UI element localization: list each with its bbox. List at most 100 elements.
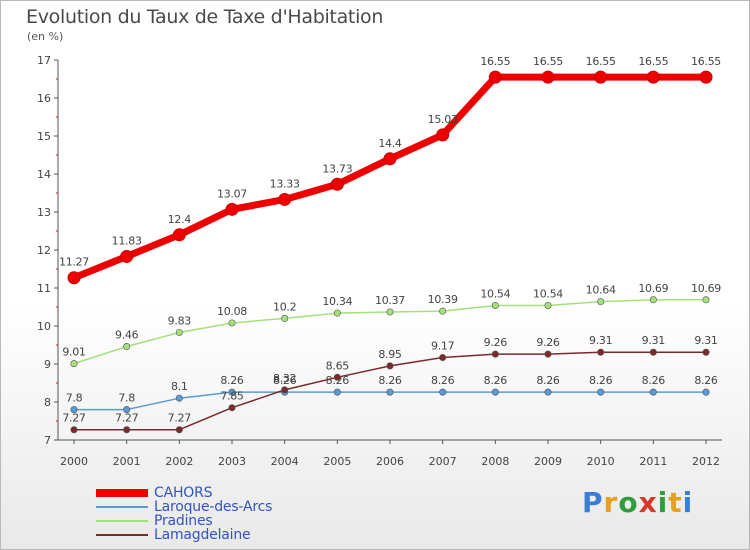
data-point-laroque-des-arcs (175, 394, 183, 402)
data-label-lamagdelaine: 9.31 (642, 334, 665, 347)
data-point-cahors (646, 70, 660, 84)
data-label-lamagdelaine: 9.31 (694, 334, 717, 347)
data-label-cahors: 11.27 (59, 256, 89, 269)
chart-title: Evolution du Taux de Taxe d'Habitation (26, 6, 384, 28)
data-point-lamagdelaine (228, 404, 236, 412)
data-label-lamagdelaine: 8.32 (273, 372, 296, 385)
legend-label: Laroque-des-Arcs (154, 499, 273, 515)
data-label-cahors: 13.73 (322, 162, 352, 175)
data-point-cahors (278, 192, 292, 206)
data-point-cahors (488, 70, 502, 84)
data-point-cahors (594, 70, 608, 84)
series-pradines: 9.01 9.46 9.83 10.08 10.2 10.34 10.37 10.39 10.5… (62, 282, 722, 368)
data-label-lamagdelaine: 9.26 (484, 336, 508, 349)
logo-letter: P (582, 486, 604, 519)
data-label-cahors: 15.03 (428, 113, 458, 126)
data-point-cahors (436, 128, 450, 142)
series-lamagdelaine: 7.27 7.27 7.27 7.85 8.32 8.65 8.95 9.17 9.26 9.26… (62, 334, 718, 434)
logo-letter: t (668, 486, 683, 519)
x-tick-label: 2005 (323, 455, 351, 468)
data-point-laroque-des-arcs (439, 388, 447, 396)
data-label-laroque-des-arcs: 8.26 (273, 374, 297, 387)
data-point-laroque-des-arcs (544, 388, 552, 396)
data-point-laroque-des-arcs (228, 388, 236, 396)
data-label-lamagdelaine: 9.26 (536, 336, 560, 349)
data-point-lamagdelaine (439, 354, 447, 362)
data-point-lamagdelaine (281, 386, 289, 394)
data-point-cahors (172, 228, 186, 242)
legend-swatch (96, 489, 148, 497)
data-label-pradines: 9.46 (115, 329, 139, 342)
data-point-laroque-des-arcs (702, 388, 710, 396)
data-label-pradines: 10.64 (586, 284, 616, 297)
x-tick-label: 2009 (534, 455, 562, 468)
data-label-pradines: 10.2 (273, 300, 296, 313)
data-label-laroque-des-arcs: 8.1 (171, 380, 188, 393)
data-label-cahors: 11.83 (112, 234, 142, 247)
data-point-laroque-des-arcs (649, 388, 657, 396)
data-label-lamagdelaine: 8.65 (326, 359, 350, 372)
data-label-lamagdelaine: 9.17 (431, 340, 455, 353)
data-point-pradines (702, 296, 710, 304)
data-label-cahors: 13.33 (270, 177, 300, 190)
data-label-pradines: 10.54 (480, 287, 510, 300)
y-tick-label: 11 (37, 282, 51, 295)
data-label-pradines: 9.83 (168, 314, 192, 327)
x-tick-label: 2007 (429, 455, 457, 468)
logo-letter: o (618, 486, 639, 519)
data-label-laroque-des-arcs: 8.26 (484, 374, 508, 387)
data-label-pradines: 10.69 (691, 282, 721, 295)
data-point-lamagdelaine (386, 362, 394, 370)
logo-letter: r (603, 486, 619, 519)
y-tick-label: 9 (44, 358, 51, 371)
legend-label: Lamagdelaine (154, 527, 251, 543)
y-tick-label: 16 (37, 92, 51, 105)
data-label-lamagdelaine: 7.27 (115, 412, 139, 425)
data-point-laroque-des-arcs (386, 388, 394, 396)
data-point-laroque-des-arcs (597, 388, 605, 396)
data-point-pradines (281, 314, 289, 322)
x-tick-label: 2008 (481, 455, 509, 468)
data-label-cahors: 16.55 (691, 55, 721, 68)
data-point-cahors (383, 152, 397, 166)
proxiti-logo: Proxiti (582, 486, 693, 519)
data-point-pradines (386, 308, 394, 316)
series-laroque-des-arcs: 7.8 7.8 8.1 8.26 8.26 8.26 8.26 8.26 8.26 8.26 8.2… (66, 374, 718, 414)
x-tick-label: 2006 (376, 455, 404, 468)
data-label-pradines: 10.39 (428, 293, 458, 306)
series-line-cahors (70, 73, 710, 282)
data-label-laroque-des-arcs: 7.8 (118, 392, 135, 405)
data-label-lamagdelaine: 7.27 (62, 412, 86, 425)
data-label-cahors: 16.55 (638, 55, 668, 68)
data-point-lamagdelaine (597, 348, 605, 356)
logo-letter: i (682, 486, 694, 519)
data-label-cahors: 16.55 (586, 55, 616, 68)
data-point-cahors (541, 70, 555, 84)
data-point-cahors (120, 249, 134, 263)
legend-swatch (96, 534, 148, 536)
y-tick-label: 15 (37, 130, 51, 143)
data-label-lamagdelaine: 8.95 (378, 348, 402, 361)
data-point-pradines (228, 319, 236, 327)
data-label-lamagdelaine: 9.31 (589, 334, 612, 347)
data-label-laroque-des-arcs: 8.26 (431, 374, 455, 387)
legend-label: Pradines (154, 513, 213, 529)
data-point-laroque-des-arcs (70, 406, 78, 414)
x-tick-label: 2002 (165, 455, 193, 468)
data-label-laroque-des-arcs: 8.26 (378, 374, 402, 387)
data-point-lamagdelaine (649, 348, 657, 356)
data-label-cahors: 14.4 (378, 137, 402, 150)
data-point-pradines (333, 309, 341, 317)
legend-label: CAHORS (154, 485, 213, 501)
data-label-cahors: 13.07 (217, 187, 247, 200)
data-label-cahors: 16.55 (480, 55, 510, 68)
data-point-lamagdelaine (544, 350, 552, 358)
y-tick-label: 14 (37, 168, 51, 181)
x-tick-label: 2011 (639, 455, 667, 468)
x-tick-label: 2000 (60, 455, 88, 468)
data-point-pradines (70, 360, 78, 368)
data-point-cahors (67, 271, 81, 285)
x-tick-label: 2010 (587, 455, 615, 468)
